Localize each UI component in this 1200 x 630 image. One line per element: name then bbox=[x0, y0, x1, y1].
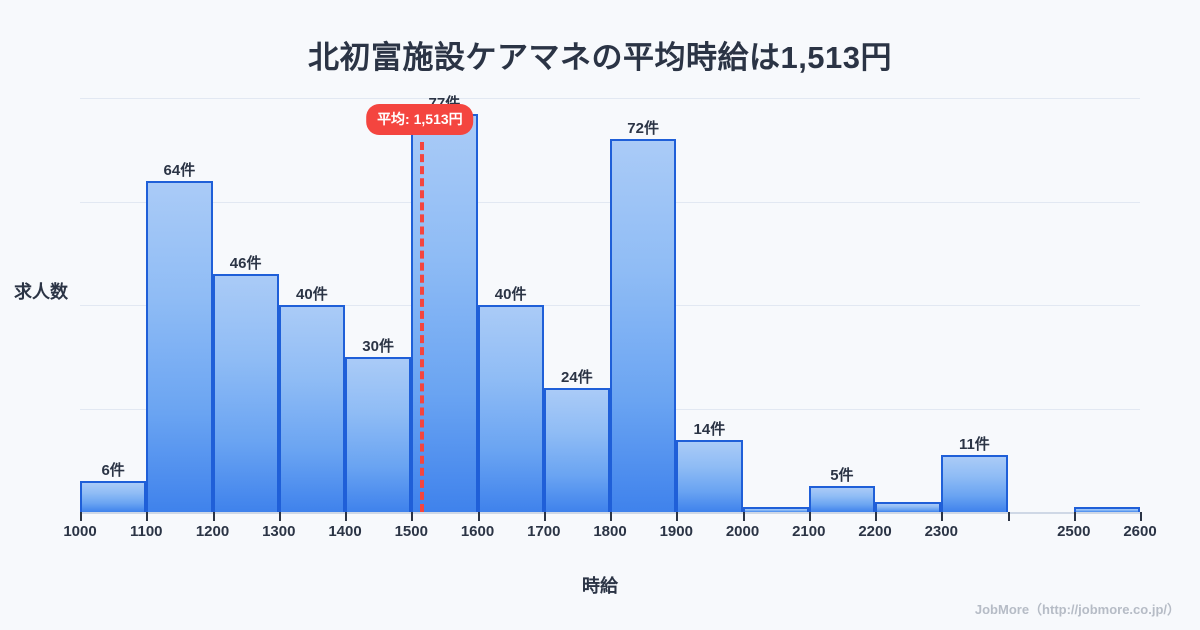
gridline bbox=[80, 98, 1140, 99]
x-axis-tick-label: 1200 bbox=[195, 523, 230, 540]
x-axis-tick-label: 1400 bbox=[328, 523, 362, 540]
bar[interactable] bbox=[742, 506, 809, 512]
x-axis-tick bbox=[543, 512, 546, 521]
bar[interactable] bbox=[543, 387, 610, 512]
bar[interactable] bbox=[212, 273, 279, 512]
bar[interactable] bbox=[146, 180, 213, 512]
bar-value-label: 72件 bbox=[627, 120, 659, 138]
bar[interactable] bbox=[345, 356, 412, 512]
x-axis-tick bbox=[278, 512, 281, 521]
bar[interactable] bbox=[278, 305, 345, 512]
x-axis-title: 時給 bbox=[582, 576, 618, 596]
x-axis-tick-label: 2200 bbox=[858, 523, 892, 540]
bar[interactable] bbox=[80, 480, 147, 512]
x-axis-tick-label: 1800 bbox=[593, 523, 627, 540]
x-axis-tick-label: 2500 bbox=[1057, 523, 1091, 540]
x-axis-tick-label: 1000 bbox=[63, 523, 97, 540]
bar-value-label: 64件 bbox=[163, 161, 196, 179]
bar-value-label: 6件 bbox=[101, 461, 125, 479]
x-axis-tick-label: 1900 bbox=[659, 523, 693, 540]
x-axis-tick bbox=[808, 512, 811, 521]
x-axis-tick-label: 1300 bbox=[262, 523, 296, 540]
bar-value-label: 40件 bbox=[494, 286, 527, 303]
x-axis-tick bbox=[941, 512, 944, 521]
x-axis-tick bbox=[146, 512, 149, 521]
x-axis-tick bbox=[1140, 512, 1142, 521]
bar-value-label: 24件 bbox=[561, 368, 593, 386]
x-axis-tick bbox=[411, 512, 414, 521]
watermark: JobMore（http://jobmore.co.jp/） bbox=[974, 602, 1180, 617]
x-axis-tick-label: 1600 bbox=[460, 523, 495, 540]
x-axis-tick bbox=[875, 512, 877, 521]
average-line bbox=[419, 142, 424, 512]
x-axis-tick-label: 1500 bbox=[394, 523, 428, 540]
x-axis-tick bbox=[477, 512, 480, 521]
x-axis-tick bbox=[1007, 512, 1010, 521]
bar[interactable] bbox=[875, 501, 942, 512]
bar[interactable] bbox=[676, 439, 743, 512]
y-axis-title: 求人数 bbox=[14, 282, 68, 302]
plot-area: 6件64件46件40件30件77件40件24件72件14件5件11件平均: 1,… bbox=[80, 95, 1140, 512]
x-axis-tick-label: 2600 bbox=[1123, 523, 1157, 540]
x-axis-tick-label: 1700 bbox=[527, 523, 561, 540]
x-axis-tick bbox=[742, 512, 745, 521]
x-axis-tick-label: 2300 bbox=[924, 523, 958, 540]
bar[interactable] bbox=[808, 486, 875, 512]
bar-value-label: 46件 bbox=[229, 254, 262, 272]
chart-title: 北初富施設ケアマネの平均時給は1,513円 bbox=[307, 40, 893, 75]
x-axis-tick bbox=[345, 512, 347, 521]
bar[interactable] bbox=[477, 305, 544, 512]
bar-value-label: 30件 bbox=[362, 337, 394, 355]
bar[interactable] bbox=[610, 139, 677, 512]
x-axis-tick bbox=[212, 512, 215, 521]
bar[interactable] bbox=[941, 455, 1008, 512]
x-axis-tick-label: 2000 bbox=[725, 523, 760, 540]
x-axis-tick bbox=[676, 512, 679, 521]
x-axis-tick bbox=[80, 512, 82, 521]
x-axis-tick bbox=[610, 512, 612, 521]
bar-value-label: 14件 bbox=[693, 420, 726, 438]
bar-value-label: 40件 bbox=[296, 286, 328, 303]
x-axis-tick-label: 1100 bbox=[129, 523, 163, 540]
bar-value-label: 11件 bbox=[958, 436, 990, 454]
x-axis-tick-label: 2100 bbox=[792, 523, 826, 540]
bar[interactable] bbox=[1073, 506, 1140, 512]
average-badge: 平均: 1,513円 bbox=[366, 104, 474, 135]
x-axis-tick bbox=[1073, 512, 1076, 521]
bar-value-label: 5件 bbox=[830, 467, 854, 485]
